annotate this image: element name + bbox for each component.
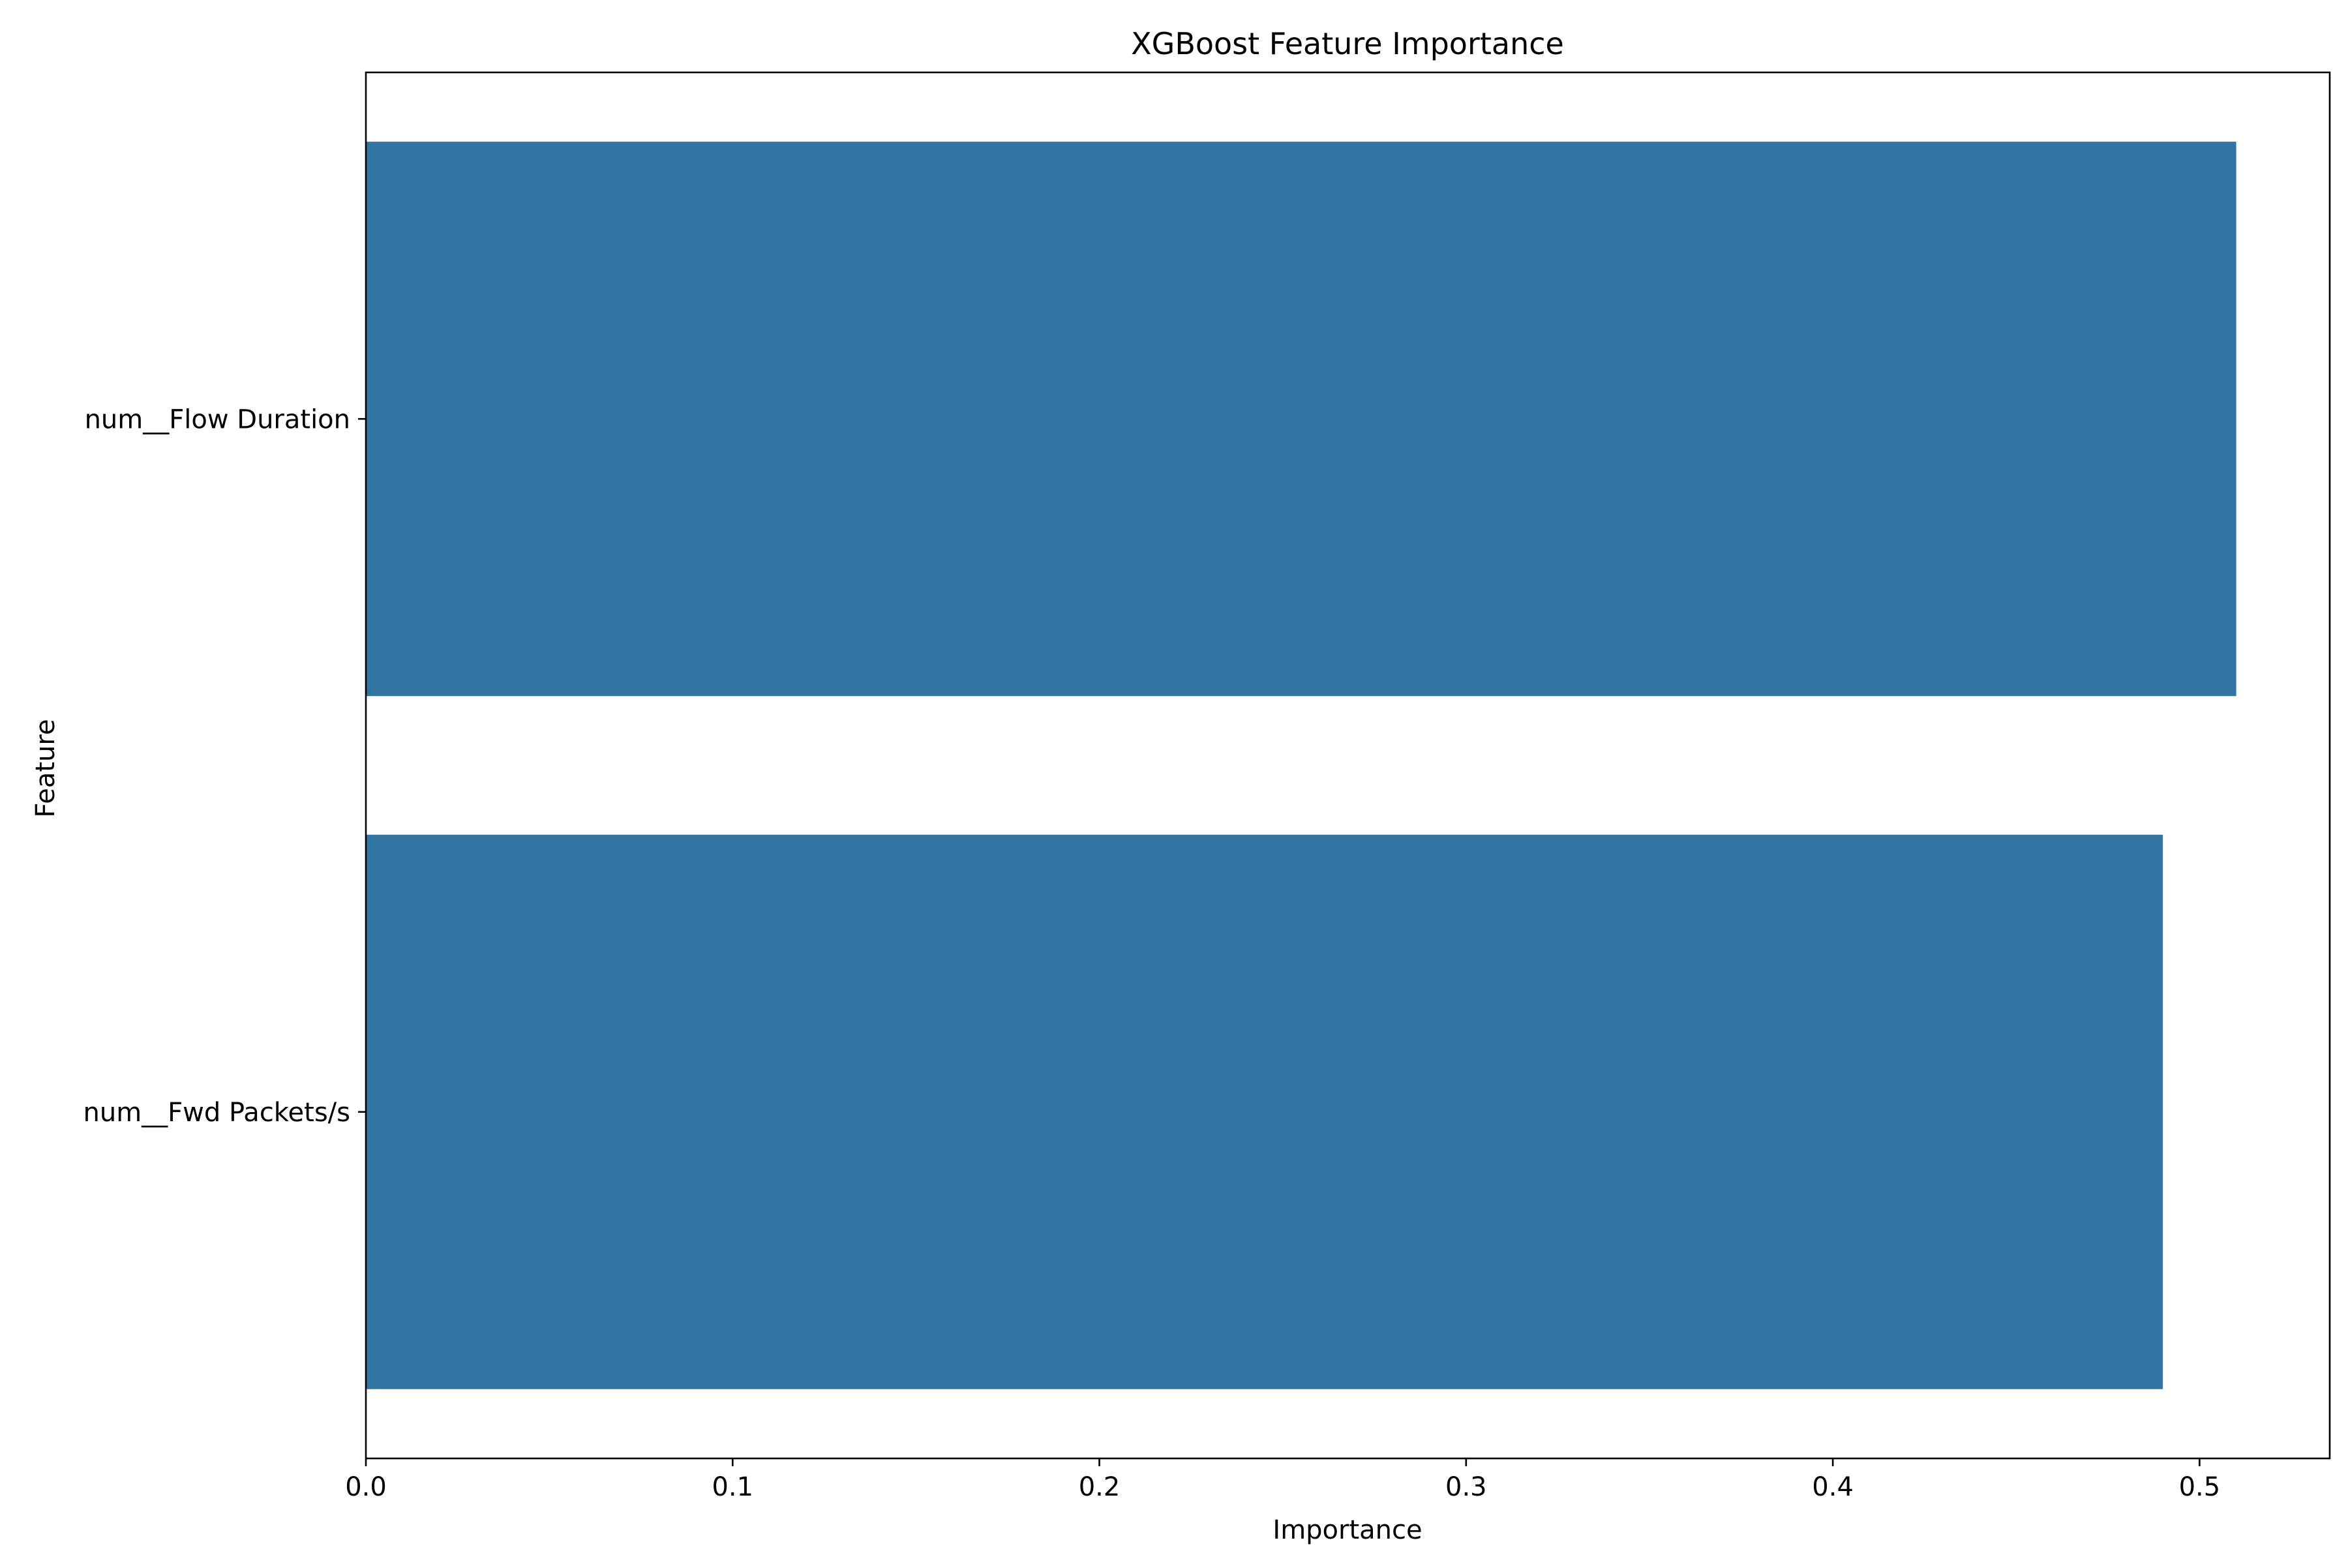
x-tick-label: 0.5 — [2179, 1472, 2221, 1502]
chart-title: XGBoost Feature Importance — [1131, 26, 1564, 61]
x-tick-label: 0.4 — [1812, 1472, 1854, 1502]
y-tick-label: num__Flow Duration — [85, 404, 350, 434]
y-axis-label: Feature — [31, 719, 61, 817]
x-tick-label: 0.2 — [1079, 1472, 1121, 1502]
bars-layer — [366, 142, 2236, 1389]
bar — [366, 142, 2236, 697]
x-axis: 0.0 0.1 0.2 0.3 0.4 0.5 — [345, 1458, 2220, 1502]
x-tick-label: 0.1 — [712, 1472, 753, 1502]
plot-frame — [365, 71, 2331, 1460]
y-axis: num__Flow Duration num__Fwd Packets/s — [83, 404, 366, 1128]
y-tick-label: num__Fwd Packets/s — [83, 1098, 350, 1128]
x-tick-label: 0.0 — [345, 1472, 387, 1502]
bar — [366, 834, 2163, 1389]
x-axis-label: Importance — [1272, 1515, 1422, 1545]
x-tick-label: 0.3 — [1445, 1472, 1487, 1502]
